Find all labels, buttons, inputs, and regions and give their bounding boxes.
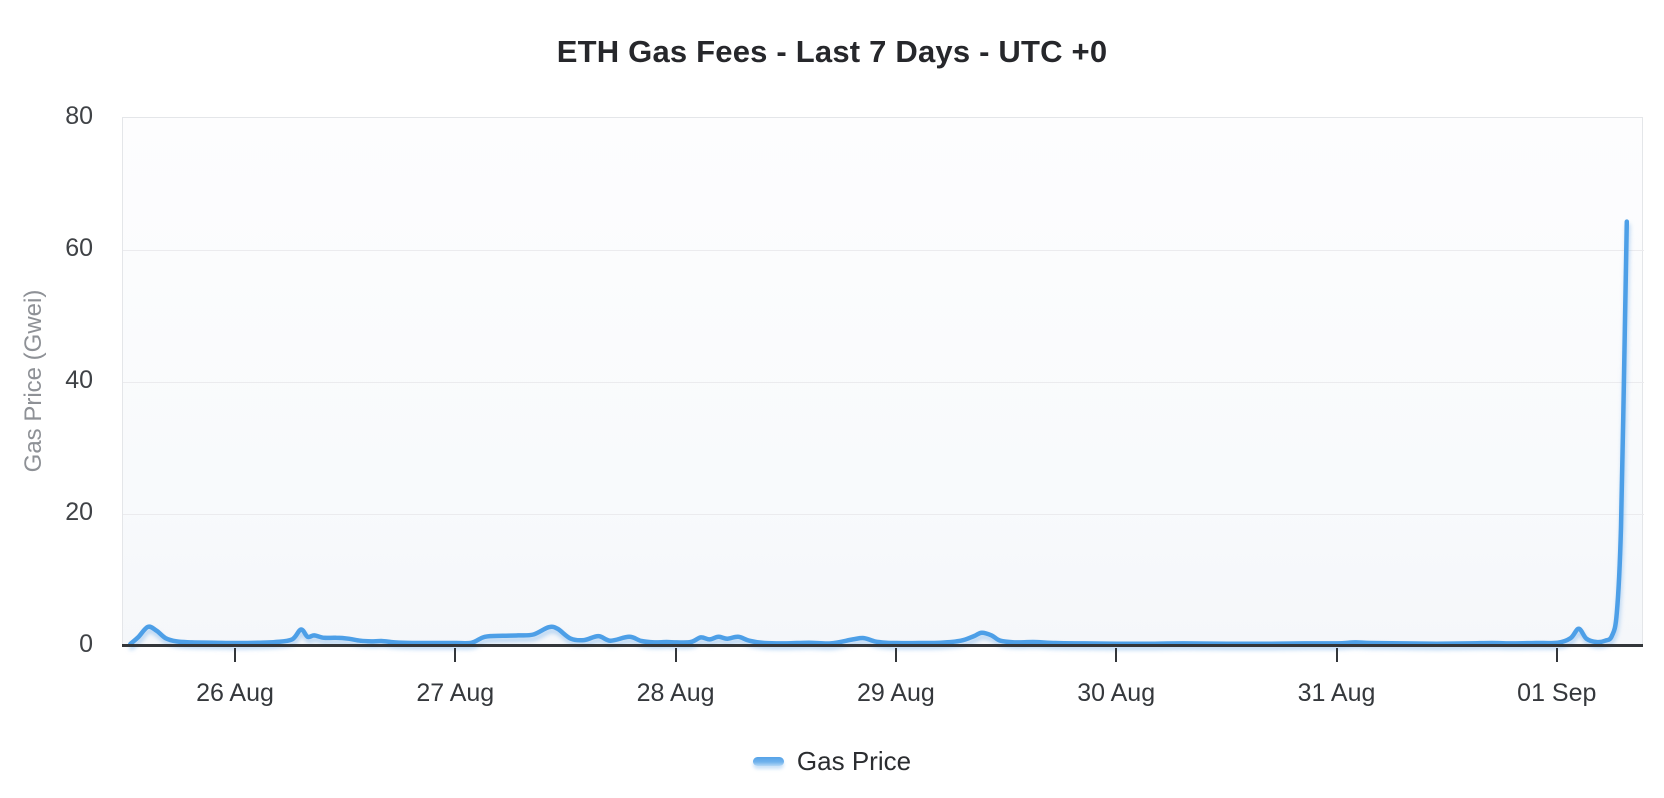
y-tick-label-40: 40 [65, 366, 93, 394]
gridline-y-40 [123, 382, 1644, 383]
plot-area[interactable] [122, 117, 1644, 647]
x-tick-label-5: 31 Aug [1297, 679, 1376, 707]
x-tick-2 [674, 648, 677, 662]
y-tick-label-0: 0 [79, 630, 93, 658]
x-tick-0 [234, 648, 236, 662]
gas-price-line-chart[interactable] [123, 118, 1644, 647]
x-tick-label-3: 29 Aug [856, 679, 935, 707]
gas-price-line[interactable] [128, 219, 1630, 647]
legend-label: Gas Price [796, 746, 912, 776]
x-tick-5 [1335, 648, 1338, 662]
x-tick-label-0: 26 Aug [196, 679, 274, 707]
chart-title: ETH Gas Fees - Last 7 Days - UTC +0 [556, 34, 1108, 69]
x-tick-6 [1555, 648, 1558, 662]
y-tick-label-60: 60 [65, 234, 93, 262]
x-axis-line [122, 644, 1643, 647]
x-tick-label-2: 28 Aug [636, 679, 715, 707]
x-tick-4 [1115, 648, 1118, 662]
x-tick-label-6: 01 Sep [1517, 679, 1597, 707]
x-tick-label-1: 27 Aug [416, 679, 495, 707]
gridline-y-20 [123, 514, 1644, 515]
y-tick-label-80: 80 [65, 102, 93, 130]
y-tick-label-20: 20 [65, 498, 93, 526]
x-tick-label-4: 30 Aug [1077, 679, 1156, 707]
x-tick-3 [894, 648, 897, 662]
legend-swatch-icon [752, 757, 784, 766]
gridline-y-60 [123, 250, 1644, 251]
x-tick-1 [454, 648, 457, 662]
legend-item-gas-price[interactable]: Gas Price [0, 746, 1664, 777]
